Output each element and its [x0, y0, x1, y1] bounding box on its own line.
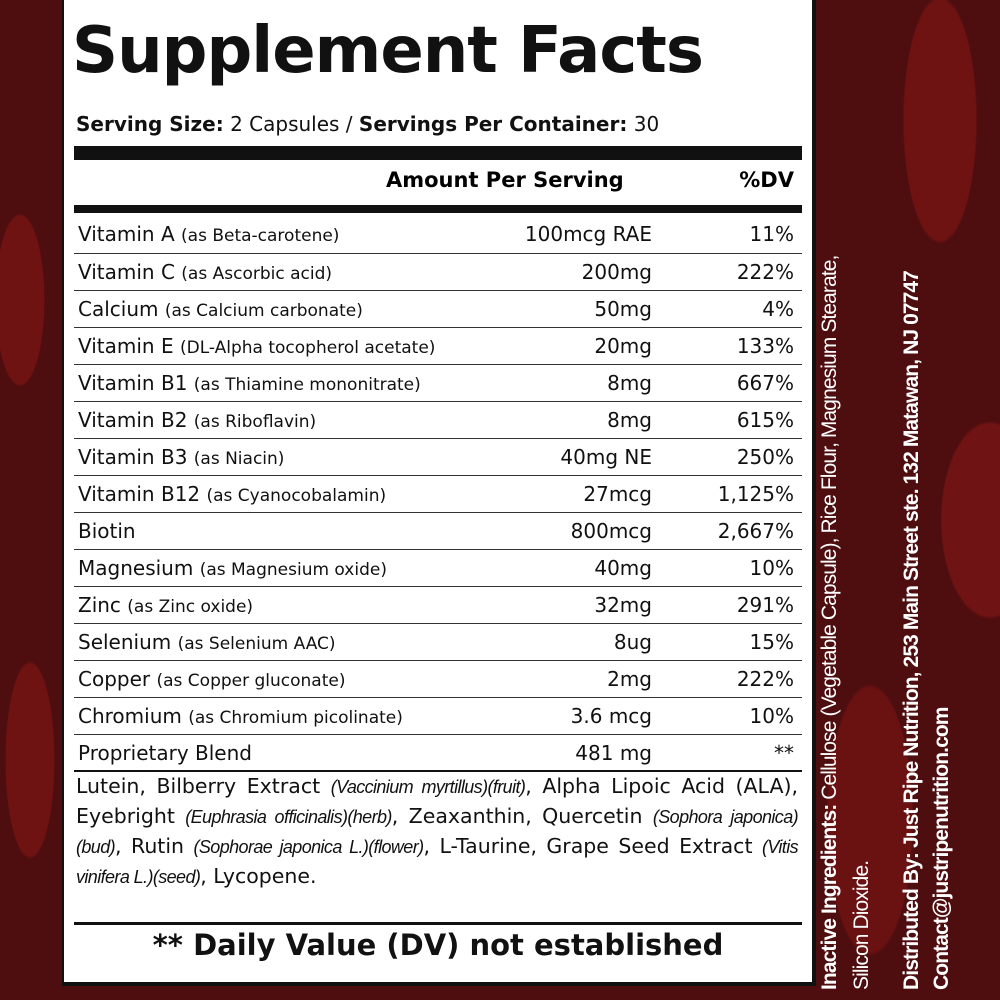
nutrient-name: Vitamin B12 (as Cyanocobalamin)	[78, 482, 387, 506]
inactive-text: Cellulose (Vegetable Capsule), Rice Flou…	[818, 255, 841, 805]
serving-info: Serving Size: 2 Capsules / Servings Per …	[76, 112, 659, 136]
nutrient-row: Vitamin B2 (as Riboflavin) 8mg 615%	[74, 401, 802, 438]
nutrient-amount: 8mg	[607, 371, 652, 395]
nutrient-row: Chromium (as Chromium picolinate) 3.6 mcg…	[74, 697, 802, 734]
supplement-facts-panel: Supplement Facts Serving Size: 2 Capsule…	[62, 0, 816, 986]
nutrient-amount: 3.6 mcg	[570, 704, 652, 728]
nutrient-dv: 250%	[736, 445, 794, 469]
nutrient-amount: 200mg	[581, 260, 652, 284]
amount-header: Amount Per Serving	[386, 168, 624, 192]
contact-email: Contact@justripenutrition.com	[930, 707, 953, 990]
blend-text: (Vitis vinifera L.)(seed)	[76, 837, 799, 887]
nutrient-dv: 222%	[736, 667, 794, 691]
serving-size-label: Serving Size:	[76, 112, 224, 136]
side-info: Inactive Ingredients: Cellulose (Vegetab…	[818, 5, 988, 990]
nutrient-name: Zinc (as Zinc oxide)	[78, 593, 254, 617]
nutrient-name: Vitamin B3 (as Niacin)	[78, 445, 285, 469]
nutrient-name: Magnesium (as Magnesium oxide)	[78, 556, 387, 580]
nutrient-name: Vitamin E (DL-Alpha tocopherol acetate)	[78, 334, 436, 358]
nutrient-amount: 40mg	[594, 556, 652, 580]
nutrient-dv: 615%	[736, 408, 794, 432]
divider	[74, 922, 802, 925]
nutrient-amount: 800mcg	[570, 519, 652, 543]
nutrient-dv: 2,667%	[717, 519, 794, 543]
blend-text: , L-Taurine, Grape Seed Extract	[423, 834, 762, 858]
nutrient-dv: 10%	[749, 704, 794, 728]
divider	[74, 770, 802, 772]
medium-divider	[74, 205, 802, 213]
nutrient-row: Vitamin B12 (as Cyanocobalamin) 27mcg 1,12…	[74, 475, 802, 512]
blend-ingredients: Lutein, Bilberry Extract (Vaccinium myrt…	[76, 772, 799, 892]
blend-text: Lutein, Bilberry Extract	[76, 774, 331, 798]
nutrient-name: Calcium (as Calcium carbonate)	[78, 297, 363, 321]
nutrient-amount: 481 mg	[575, 741, 652, 765]
nutrient-row: Biotin 800mcg 2,667%	[74, 512, 802, 549]
nutrient-dv: 4%	[762, 297, 794, 321]
nutrient-row: Proprietary Blend 481 mg **	[74, 734, 802, 771]
nutrient-dv: 133%	[736, 334, 794, 358]
inactive-ingredients: Inactive Ingredients: Cellulose (Vegetab…	[818, 256, 842, 990]
blend-text: , Zeaxanthin, Quercetin	[391, 804, 653, 828]
nutrient-amount: 27mcg	[583, 482, 652, 506]
nutrient-row: Calcium (as Calcium carbonate) 50mg 4%	[74, 290, 802, 327]
nutrient-amount: 8mg	[607, 408, 652, 432]
servings-label: Servings Per Container:	[358, 112, 628, 136]
nutrient-dv: 222%	[736, 260, 794, 284]
nutrient-name: Vitamin A (as Beta-carotene)	[78, 222, 340, 246]
nutrient-dv: 11%	[749, 222, 794, 246]
blend-text: , Rutin	[115, 834, 194, 858]
nutrient-row: Copper (as Copper gluconate) 2mg 222%	[74, 660, 802, 697]
nutrient-row: Vitamin B1 (as Thiamine mononitrate) 8mg 6…	[74, 364, 802, 401]
title: Supplement Facts	[72, 14, 704, 88]
nutrient-name: Proprietary Blend	[78, 741, 252, 765]
dv-header: %DV	[739, 168, 794, 192]
nutrient-name: Vitamin C (as Ascorbic acid)	[78, 260, 333, 284]
nutrient-row: Vitamin C (as Ascorbic acid) 200mg 222%	[74, 253, 802, 290]
blend-text: (Sophora japonica)(bud)	[76, 807, 799, 857]
blend-text: , Alpha Lipoic Acid (ALA), Eyebright	[76, 774, 798, 828]
nutrient-name: Vitamin B2 (as Riboflavin)	[78, 408, 317, 432]
nutrient-amount: 20mg	[594, 334, 652, 358]
nutrient-dv: 10%	[749, 556, 794, 580]
footnote: ** Daily Value (DV) not established	[152, 928, 724, 962]
nutrient-dv: 1,125%	[717, 482, 794, 506]
blend-text: (Sophorae japonica L.)(flower)	[193, 837, 425, 857]
nutrient-row: Vitamin E (DL-Alpha tocopherol acetate) 2…	[74, 327, 802, 364]
nutrient-amount: 50mg	[594, 297, 652, 321]
nutrient-row: Vitamin B3 (as Niacin) 40mg NE 250%	[74, 438, 802, 475]
blend-text: (Euphrasia officinalis)(herb)	[185, 807, 392, 827]
nutrient-row: Selenium (as Selenium AAC) 8ug 15%	[74, 623, 802, 660]
nutrient-amount: 32mg	[594, 593, 652, 617]
nutrient-dv: 667%	[736, 371, 794, 395]
nutrient-dv: 15%	[749, 630, 794, 654]
serving-size: 2 Capsules /	[230, 112, 353, 136]
distributor: Distributed By: Just Ripe Nutrition, 253…	[900, 271, 923, 990]
nutrient-name: Biotin	[78, 519, 136, 543]
nutrient-dv: 291%	[736, 593, 794, 617]
nutrient-row: Magnesium (as Magnesium oxide) 40mg 10%	[74, 549, 802, 586]
nutrient-amount: 2mg	[607, 667, 652, 691]
nutrient-amount: 100mcg RAE	[524, 222, 652, 246]
thick-divider	[74, 146, 802, 160]
blend-text: (Vaccinium myrtillus)(fruit)	[330, 777, 526, 797]
nutrient-name: Selenium (as Selenium AAC)	[78, 630, 336, 654]
nutrient-name: Chromium (as Chromium picolinate)	[78, 704, 403, 728]
servings: 30	[633, 112, 660, 136]
nutrient-amount: 40mg NE	[560, 445, 652, 469]
inactive-ingredients-cont: Silicon Dioxide.	[850, 860, 873, 990]
nutrient-name: Copper (as Copper gluconate)	[78, 667, 346, 691]
nutrient-name: Vitamin B1 (as Thiamine mononitrate)	[78, 371, 421, 395]
blend-text: , Lycopene.	[200, 864, 317, 888]
nutrient-row: Zinc (as Zinc oxide) 32mg 291%	[74, 586, 802, 623]
nutrient-row: Vitamin A (as Beta-carotene) 100mcg RAE 11…	[74, 216, 802, 253]
inactive-label: Inactive Ingredients:	[818, 804, 841, 990]
nutrient-dv: **	[774, 741, 794, 765]
table-header: Amount Per Serving %DV	[74, 168, 802, 202]
nutrient-amount: 8ug	[613, 630, 652, 654]
